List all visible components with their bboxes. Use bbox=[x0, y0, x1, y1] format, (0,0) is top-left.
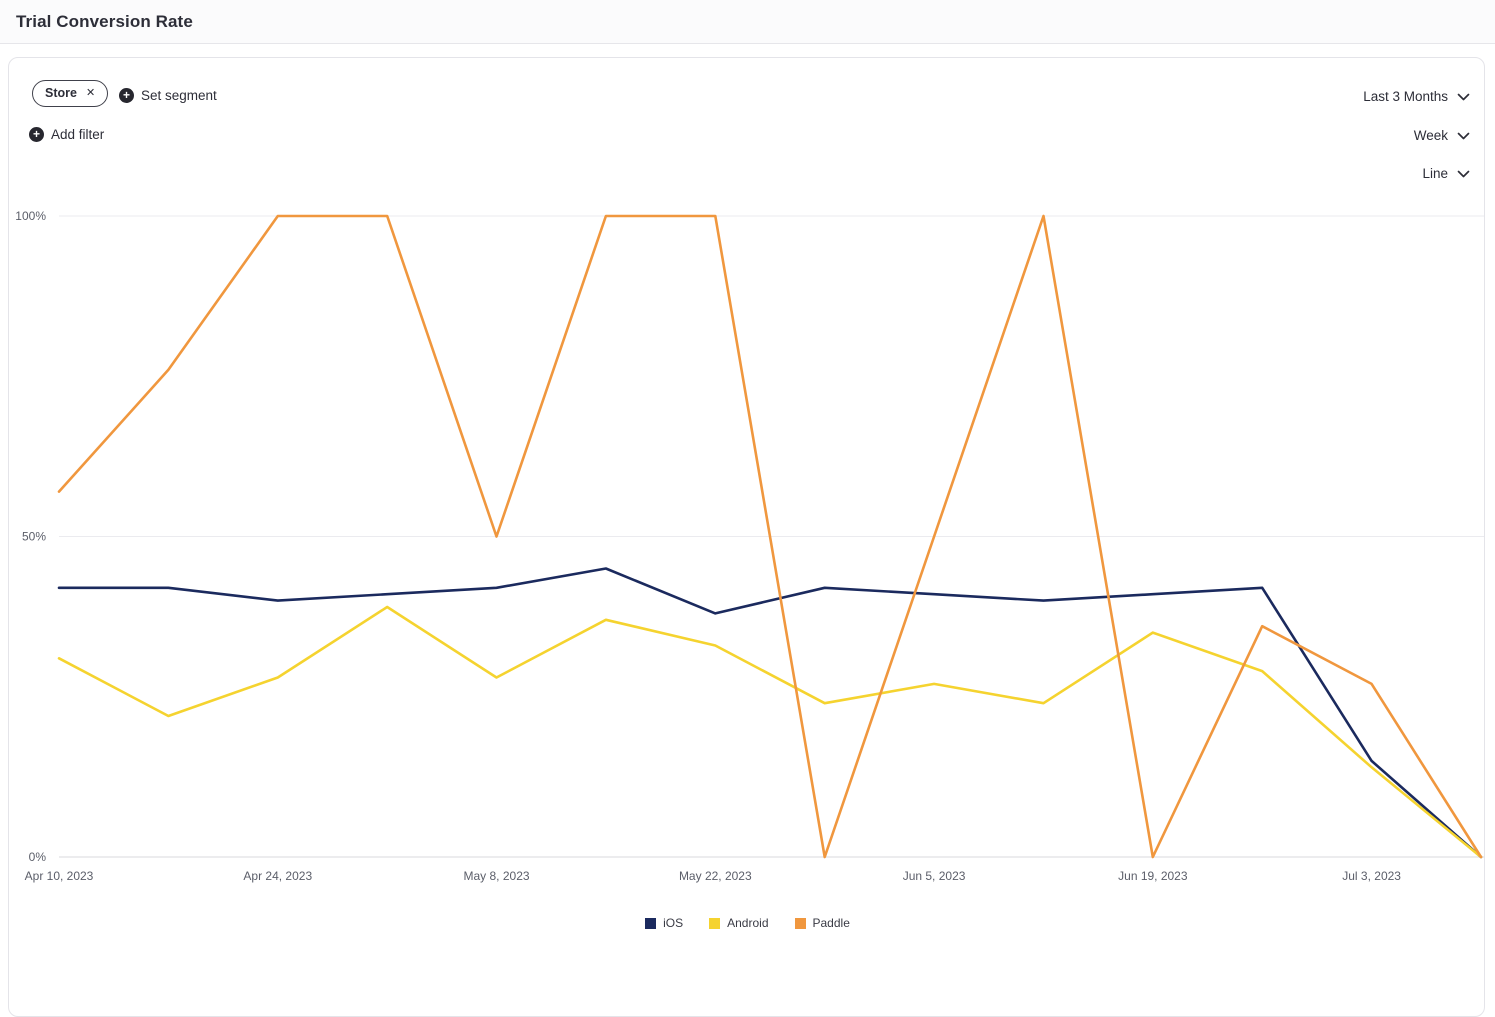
resolution-dropdown[interactable]: Week bbox=[1414, 128, 1470, 143]
filter-chip-store[interactable]: Store ✕ bbox=[32, 80, 109, 107]
legend-label: Paddle bbox=[812, 916, 850, 930]
add-filter-label: Add filter bbox=[51, 127, 105, 142]
plus-circle-icon: + bbox=[29, 127, 44, 142]
chart-type-value: Line bbox=[1422, 166, 1448, 181]
legend-swatch bbox=[709, 917, 721, 929]
plus-circle-icon: + bbox=[119, 88, 134, 103]
chevron-down-icon bbox=[1457, 132, 1470, 139]
page-header: Trial Conversion Rate bbox=[0, 0, 1495, 44]
chevron-down-icon bbox=[1457, 170, 1470, 177]
page-title: Trial Conversion Rate bbox=[16, 11, 193, 31]
chart-type-dropdown[interactable]: Line bbox=[1422, 166, 1470, 181]
legend-item-paddle[interactable]: Paddle bbox=[794, 916, 850, 930]
filter-chip-label: Store bbox=[45, 86, 77, 100]
add-filter-button[interactable]: + Add filter bbox=[29, 127, 104, 142]
legend-swatch bbox=[645, 917, 657, 929]
legend-item-ios[interactable]: iOS bbox=[645, 916, 683, 930]
legend-item-android[interactable]: Android bbox=[709, 916, 769, 930]
chevron-down-icon bbox=[1457, 93, 1470, 100]
legend-label: iOS bbox=[663, 916, 684, 930]
date-range-value: Last 3 Months bbox=[1363, 89, 1448, 104]
legend-swatch bbox=[794, 917, 806, 929]
set-segment-label: Set segment bbox=[141, 88, 217, 103]
remove-filter-icon[interactable]: ✕ bbox=[85, 86, 96, 99]
date-range-dropdown[interactable]: Last 3 Months bbox=[1363, 89, 1470, 104]
set-segment-button[interactable]: + Set segment bbox=[119, 88, 217, 103]
chart-card bbox=[8, 57, 1485, 1017]
chart-legend: iOS Android Paddle bbox=[0, 916, 1495, 930]
legend-label: Android bbox=[727, 916, 769, 930]
resolution-value: Week bbox=[1413, 128, 1448, 143]
